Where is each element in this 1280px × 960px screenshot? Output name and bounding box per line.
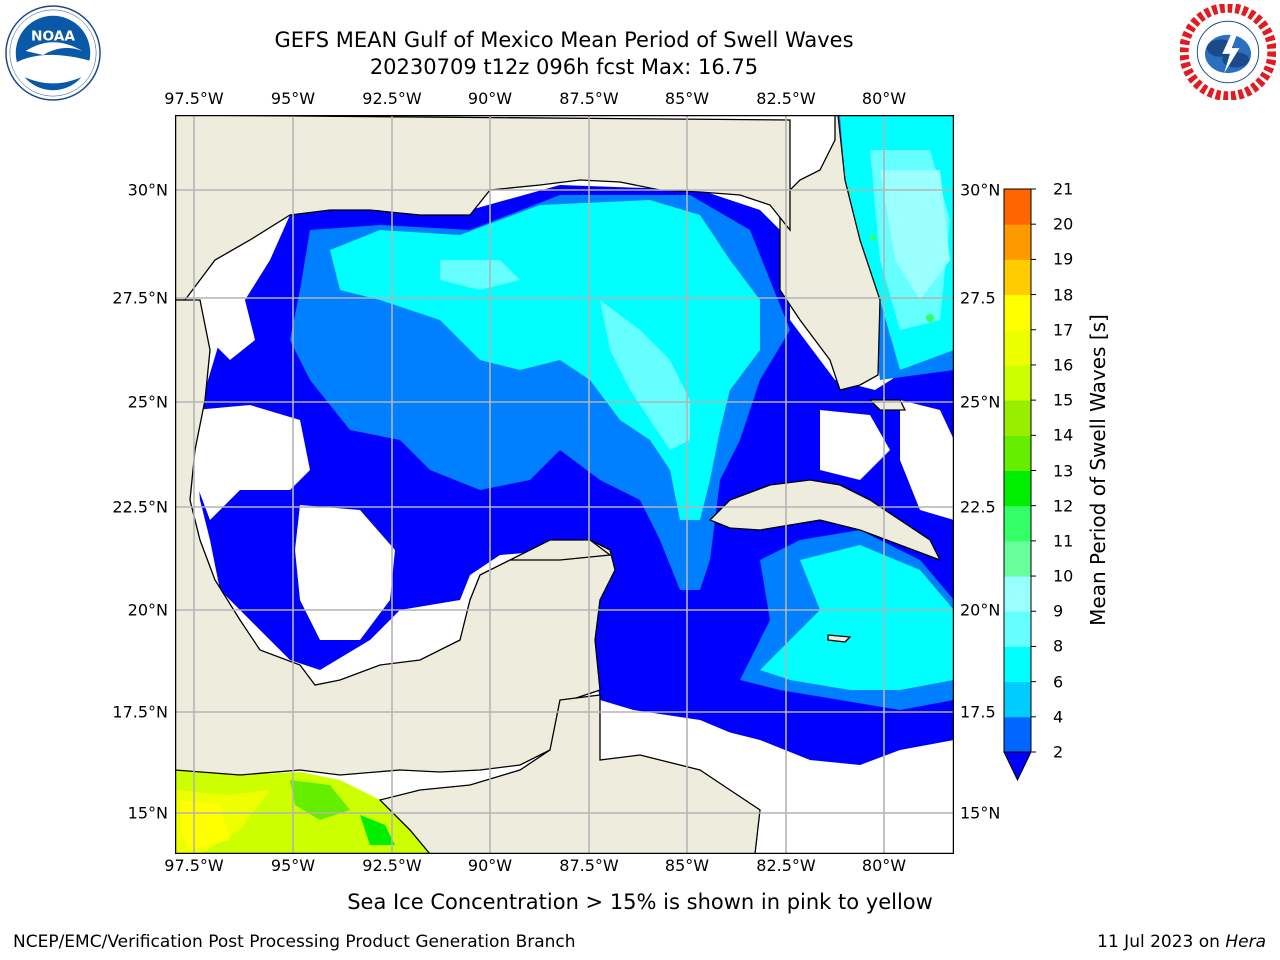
colorbar-svg [1003,188,1036,782]
footer-date-text: 11 Jul 2023 on [1097,932,1226,952]
colorbar-level-label: 2 [1053,742,1064,762]
lon-label: 90°W [467,856,513,875]
noaa-wordmark: NOAA [31,28,75,44]
lat-label: 30°N [960,180,1001,200]
colorbar-swatch [1004,716,1031,753]
colorbar-level-label: 18 [1053,285,1074,305]
lat-label: 20°N [127,600,168,620]
colorbar-swatch [1004,681,1031,718]
colorbar-swatch [1004,646,1031,683]
lat-label: 27.5°N [112,288,168,308]
colorbar-level-label: 4 [1053,707,1064,727]
pacific-swell-field [175,770,430,854]
lon-label: 97.5°W [164,89,224,108]
lon-label: 85°W [664,89,710,108]
lat-label: 27.5 [960,288,996,308]
colorbar-level-label: 20 [1053,214,1074,234]
footer-date: 11 Jul 2023 on Hera [1097,932,1266,952]
colorbar-level-label: 15 [1053,390,1074,410]
lat-label: 20°N [960,600,1001,620]
chart-subtitle: 20230709 t12z 096h fcst Max: 16.75 [369,55,759,79]
colorbar-level-label: 6 [1053,672,1064,692]
graticule [175,115,954,854]
lon-label: 85°W [664,856,710,875]
lat-label: 25°N [127,392,168,412]
map-svg [174,114,955,855]
colorbar-swatch [1004,224,1031,260]
lon-label: 87.5°W [559,89,619,108]
nws-logo [1180,4,1276,100]
map-panel [174,114,955,855]
footer-credit: NCEP/EMC/Verification Post Processing Pr… [13,932,576,952]
lon-label: 82.5°W [756,89,816,108]
footer-host: Hera [1225,932,1266,952]
swell-field-9-10s [880,170,950,300]
colorbar-level-label: 14 [1053,425,1074,445]
colorbar-level-label: 9 [1053,601,1064,621]
lon-label: 82.5°W [756,856,816,875]
colorbar-swatch [1004,259,1031,296]
lat-label: 17.5 [960,702,996,722]
lat-label: 15°N [960,803,1001,823]
colorbar-swatch [1004,294,1031,331]
colorbar-swatch [1004,364,1031,401]
colorbar-swatch [1004,435,1031,471]
colorbar-level-label: 12 [1053,496,1074,516]
colorbar-level-label: 16 [1053,355,1074,375]
land [174,114,942,855]
lon-label: 90°W [467,89,513,108]
lat-label: 25°N [960,392,1001,412]
colorbar-swatch [1004,611,1031,647]
lon-label: 95°W [270,89,316,108]
colorbar-title: Mean Period of Swell Waves [s] [1086,314,1110,626]
lat-label: 22.5°N [112,497,168,517]
colorbar-swatch [1004,576,1031,612]
lon-label: 97.5°W [164,856,224,875]
colorbar-level-label: 21 [1053,179,1074,199]
lon-label: 92.5°W [362,856,422,875]
chart-title: GEFS MEAN Gulf of Mexico Mean Period of … [274,28,854,52]
colorbar-level-label: 13 [1053,461,1074,480]
map-frame [174,114,955,855]
lon-label: 80°W [861,89,907,108]
colorbar [1000,186,1060,786]
colorbar-swatch [1004,189,1031,225]
lat-label: 30°N [127,180,168,200]
lon-label: 95°W [270,856,316,875]
colorbar-swatch [1004,329,1031,366]
colorbar-extend-triangle [1003,751,1032,782]
sea-ice-note: Sea Ice Concentration > 15% is shown in … [347,890,933,914]
lat-label: 15°N [127,803,168,823]
colorbar-swatch [1004,400,1031,436]
lon-label: 80°W [861,856,907,875]
colorbar-level-label: 8 [1053,636,1064,656]
colorbar-swatch [1004,505,1031,542]
lat-label: 17.5°N [112,702,168,722]
colorbar-level-label: 10 [1053,566,1074,586]
colorbar-swatch [1004,540,1031,577]
colorbar-level-label: 19 [1053,249,1074,269]
lon-label: 92.5°W [362,89,422,108]
lat-label: 22.5 [960,497,996,517]
colorbar-swatch [1004,470,1031,507]
lon-label: 87.5°W [559,856,619,875]
colorbar-level-label: 17 [1053,320,1074,340]
colorbar-level-label: 11 [1053,531,1074,551]
noaa-logo: NOAA [5,5,101,101]
